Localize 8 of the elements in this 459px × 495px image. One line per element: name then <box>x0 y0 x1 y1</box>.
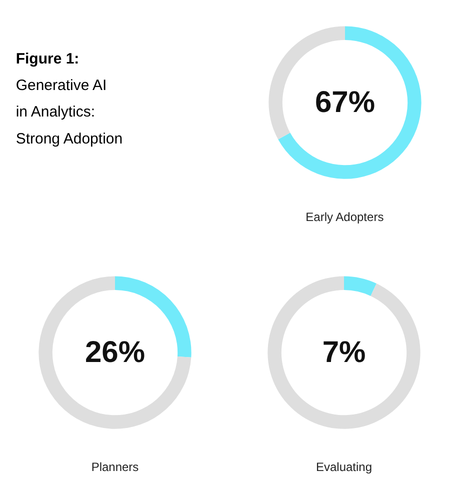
text: Early Adopters <box>306 210 384 224</box>
text: Figure 1: <box>16 50 80 68</box>
text: 7% <box>322 336 366 370</box>
text: Planners <box>91 460 139 474</box>
text: Generative AI in Analytics: Strong Adoption <box>16 77 123 148</box>
text: 67% <box>314 86 376 120</box>
text: 26% <box>84 336 146 370</box>
text: Evaluating <box>316 460 372 474</box>
